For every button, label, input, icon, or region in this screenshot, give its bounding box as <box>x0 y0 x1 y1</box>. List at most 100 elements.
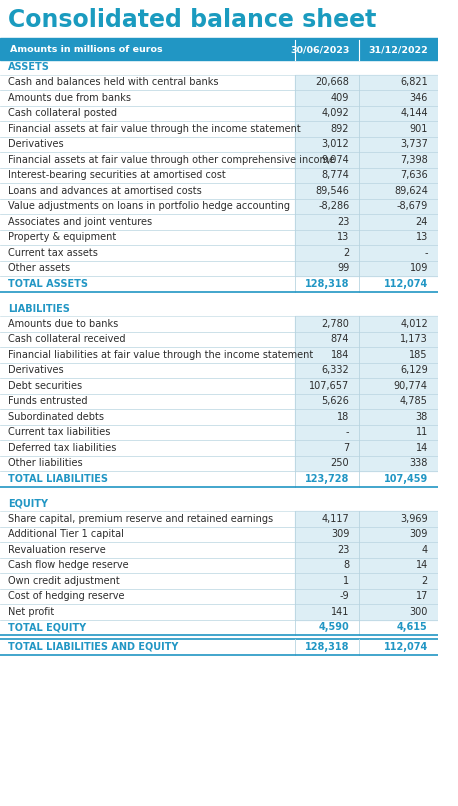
Text: 38: 38 <box>415 412 428 422</box>
Bar <box>295 90 438 106</box>
Text: 9,074: 9,074 <box>322 155 349 164</box>
Text: Derivatives: Derivatives <box>8 365 63 376</box>
Text: Cash collateral received: Cash collateral received <box>8 334 125 344</box>
Text: 300: 300 <box>409 607 428 617</box>
Text: 123,728: 123,728 <box>305 474 349 484</box>
Text: 23: 23 <box>337 545 349 555</box>
Text: 1,173: 1,173 <box>400 334 428 344</box>
Bar <box>295 316 438 331</box>
Text: 8: 8 <box>343 560 349 571</box>
Text: ASSETS: ASSETS <box>8 62 49 73</box>
Text: 4,590: 4,590 <box>319 622 349 632</box>
Bar <box>295 183 438 198</box>
Bar <box>295 347 438 363</box>
Text: 31/12/2022: 31/12/2022 <box>368 45 428 55</box>
Text: Revaluation reserve: Revaluation reserve <box>8 545 105 555</box>
Text: 3,969: 3,969 <box>400 513 428 524</box>
Text: Associates and joint ventures: Associates and joint ventures <box>8 217 152 226</box>
Text: Other liabilities: Other liabilities <box>8 459 82 468</box>
Text: 4,012: 4,012 <box>400 318 428 329</box>
Text: 13: 13 <box>415 232 428 243</box>
Bar <box>295 393 438 409</box>
Bar <box>295 331 438 347</box>
Text: Interest-bearing securities at amortised cost: Interest-bearing securities at amortised… <box>8 170 225 181</box>
Text: 892: 892 <box>331 124 349 134</box>
Bar <box>295 168 438 183</box>
Text: Financial assets at fair value through other comprehensive income: Financial assets at fair value through o… <box>8 155 335 164</box>
Text: 112,074: 112,074 <box>384 279 428 289</box>
Bar <box>295 363 438 378</box>
Text: Net profit: Net profit <box>8 607 54 617</box>
Text: 14: 14 <box>415 560 428 571</box>
Text: Amounts due from banks: Amounts due from banks <box>8 93 131 102</box>
Text: -9: -9 <box>340 592 349 601</box>
Text: TOTAL EQUITY: TOTAL EQUITY <box>8 622 86 632</box>
Text: Financial assets at fair value through the income statement: Financial assets at fair value through t… <box>8 124 300 134</box>
Text: 20,668: 20,668 <box>316 77 349 87</box>
Bar <box>295 152 438 168</box>
Text: 13: 13 <box>337 232 349 243</box>
Bar <box>295 214 438 230</box>
Bar <box>295 106 438 121</box>
Text: 409: 409 <box>331 93 349 102</box>
Text: 2,780: 2,780 <box>322 318 349 329</box>
Text: -8,679: -8,679 <box>397 202 428 211</box>
Bar <box>295 573 438 588</box>
Text: Deferred tax liabilities: Deferred tax liabilities <box>8 442 116 453</box>
Text: Loans and advances at amortised costs: Loans and advances at amortised costs <box>8 185 202 196</box>
Text: 107,459: 107,459 <box>384 474 428 484</box>
Text: 3,012: 3,012 <box>322 139 349 149</box>
Text: Own credit adjustment: Own credit adjustment <box>8 575 120 586</box>
Text: Funds entrusted: Funds entrusted <box>8 397 87 406</box>
Text: Amounts in millions of euros: Amounts in millions of euros <box>10 45 162 55</box>
Bar <box>295 588 438 604</box>
Text: 2: 2 <box>422 575 428 586</box>
Text: 112,074: 112,074 <box>384 642 428 652</box>
Text: 3,737: 3,737 <box>400 139 428 149</box>
Text: -: - <box>425 247 428 258</box>
Text: 8,774: 8,774 <box>322 170 349 181</box>
Text: Amounts due to banks: Amounts due to banks <box>8 318 118 329</box>
Text: 346: 346 <box>409 93 428 102</box>
Text: Derivatives: Derivatives <box>8 139 63 149</box>
Text: 7,636: 7,636 <box>400 170 428 181</box>
Text: 17: 17 <box>415 592 428 601</box>
Text: 90,774: 90,774 <box>394 380 428 391</box>
Text: 109: 109 <box>409 264 428 273</box>
Text: Property & equipment: Property & equipment <box>8 232 116 243</box>
Text: 184: 184 <box>331 350 349 359</box>
Text: 89,546: 89,546 <box>316 185 349 196</box>
Bar <box>295 74 438 90</box>
Text: 4: 4 <box>422 545 428 555</box>
Text: Current tax liabilities: Current tax liabilities <box>8 427 110 437</box>
Text: Current tax assets: Current tax assets <box>8 247 98 258</box>
Text: 128,318: 128,318 <box>305 642 349 652</box>
Text: 309: 309 <box>331 530 349 539</box>
Text: Other assets: Other assets <box>8 264 70 273</box>
Text: 99: 99 <box>337 264 349 273</box>
Text: 18: 18 <box>337 412 349 422</box>
Text: 185: 185 <box>409 350 428 359</box>
Bar <box>295 440 438 455</box>
Bar <box>295 121 438 136</box>
Text: Cash and balances held with central banks: Cash and balances held with central bank… <box>8 77 218 87</box>
Text: 1: 1 <box>343 575 349 586</box>
Text: Consolidated balance sheet: Consolidated balance sheet <box>8 8 376 32</box>
Text: TOTAL LIABILITIES: TOTAL LIABILITIES <box>8 474 108 484</box>
Bar <box>295 230 438 245</box>
Text: 250: 250 <box>331 459 349 468</box>
Text: EQUITY: EQUITY <box>8 499 48 509</box>
Text: 128,318: 128,318 <box>305 279 349 289</box>
Text: 4,785: 4,785 <box>400 397 428 406</box>
Text: Additional Tier 1 capital: Additional Tier 1 capital <box>8 530 124 539</box>
Bar <box>295 378 438 393</box>
Text: 338: 338 <box>409 459 428 468</box>
Text: 4,092: 4,092 <box>322 108 349 118</box>
Bar <box>295 198 438 214</box>
Text: 7: 7 <box>343 442 349 453</box>
Bar <box>295 409 438 425</box>
Text: 14: 14 <box>415 442 428 453</box>
Text: 23: 23 <box>337 217 349 226</box>
Text: 7,398: 7,398 <box>400 155 428 164</box>
Bar <box>295 542 438 558</box>
